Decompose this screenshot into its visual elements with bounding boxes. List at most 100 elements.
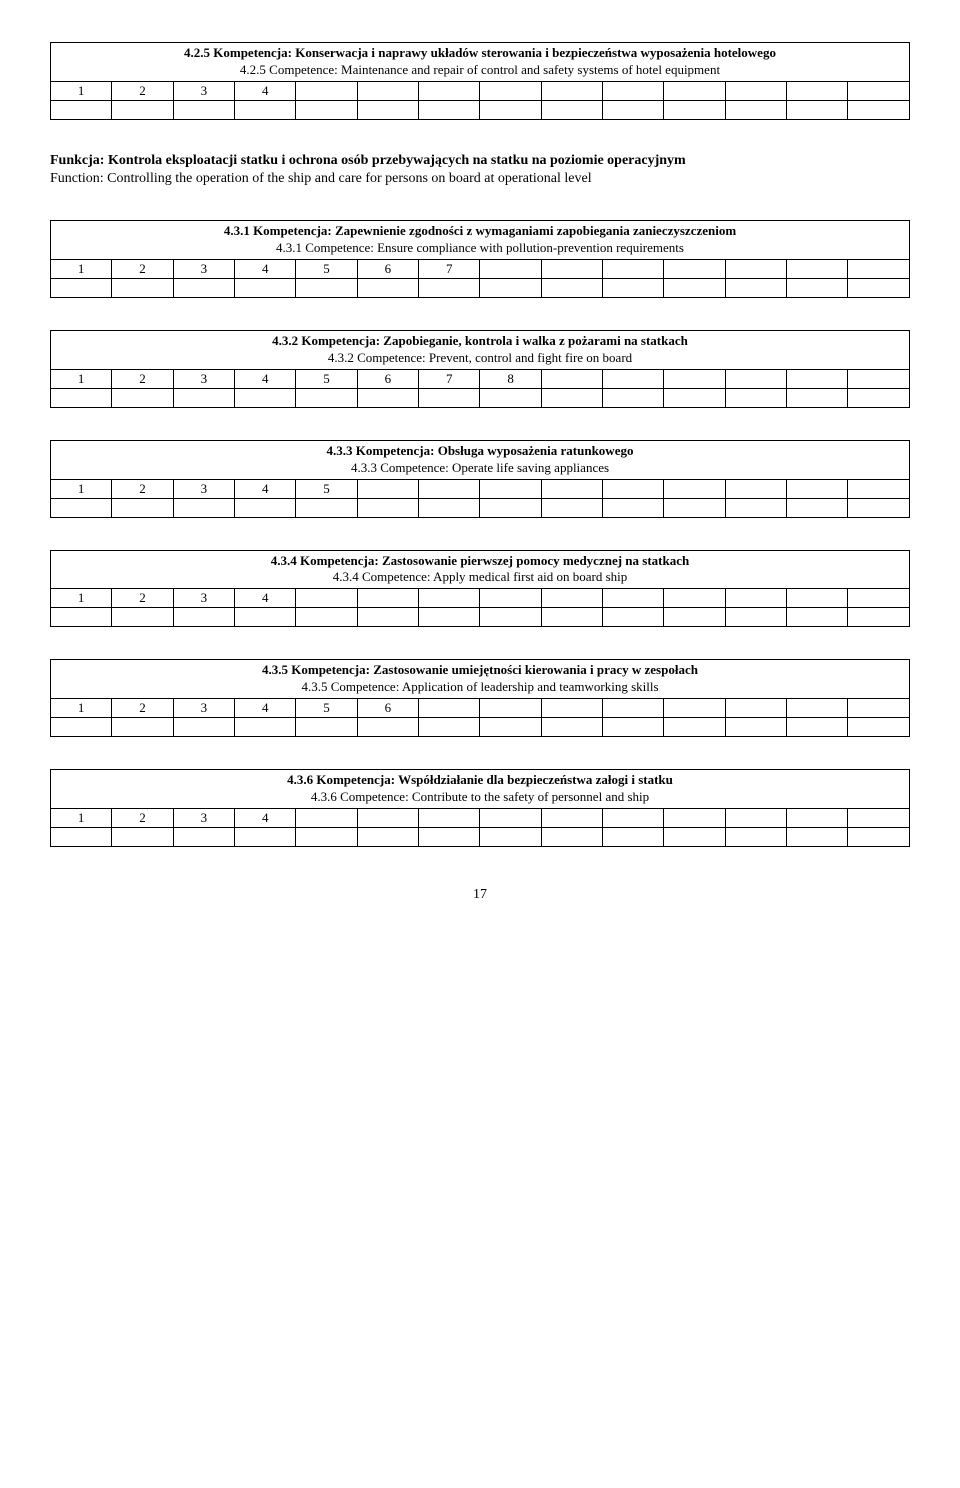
num-cell bbox=[603, 369, 664, 388]
empty-cell bbox=[541, 100, 602, 119]
num-cell bbox=[848, 81, 910, 100]
num-cell bbox=[541, 369, 602, 388]
empty-cell bbox=[725, 827, 786, 846]
empty-cell bbox=[112, 718, 173, 737]
empty-cell bbox=[173, 100, 234, 119]
empty-cell bbox=[357, 718, 418, 737]
num-cell bbox=[419, 699, 480, 718]
empty-cell bbox=[787, 718, 848, 737]
empty-cell bbox=[357, 608, 418, 627]
num-cell: 7 bbox=[419, 259, 480, 278]
num-cell bbox=[357, 589, 418, 608]
num-cell bbox=[357, 808, 418, 827]
empty-cell bbox=[480, 608, 541, 627]
num-cell bbox=[296, 808, 357, 827]
empty-cell bbox=[235, 608, 296, 627]
empty-cell bbox=[112, 100, 173, 119]
empty-cell bbox=[787, 100, 848, 119]
num-cell: 2 bbox=[112, 808, 173, 827]
num-cell bbox=[787, 259, 848, 278]
empty-cell bbox=[848, 498, 910, 517]
competence-title-pl: 4.3.6 Kompetencja: Współdziałanie dla be… bbox=[51, 770, 910, 809]
num-cell bbox=[357, 81, 418, 100]
empty-cell bbox=[419, 278, 480, 297]
num-cell bbox=[480, 259, 541, 278]
num-cell bbox=[664, 369, 725, 388]
page-number: 17 bbox=[50, 887, 910, 903]
empty-cell bbox=[787, 388, 848, 407]
empty-cell bbox=[419, 718, 480, 737]
num-cell bbox=[664, 699, 725, 718]
num-cell: 1 bbox=[51, 369, 112, 388]
competence-section: 4.3.1 Kompetencja: Zapewnienie zgodności… bbox=[50, 220, 910, 298]
empty-cell bbox=[235, 827, 296, 846]
empty-cell bbox=[541, 827, 602, 846]
empty-cell bbox=[848, 278, 910, 297]
empty-cell bbox=[725, 718, 786, 737]
empty-cell bbox=[51, 388, 112, 407]
num-cell bbox=[419, 808, 480, 827]
num-cell bbox=[296, 81, 357, 100]
competence-table: 4.3.3 Kompetencja: Obsługa wyposażenia r… bbox=[50, 440, 910, 518]
empty-cell bbox=[603, 608, 664, 627]
empty-cell bbox=[480, 100, 541, 119]
empty-cell bbox=[848, 608, 910, 627]
competence-title-pl: 4.3.5 Kompetencja: Zastosowanie umiejętn… bbox=[51, 660, 910, 699]
num-cell: 6 bbox=[357, 699, 418, 718]
num-cell bbox=[725, 479, 786, 498]
competence-table: 4.3.2 Kompetencja: Zapobieganie, kontrol… bbox=[50, 330, 910, 408]
empty-cell bbox=[296, 100, 357, 119]
competence-section: 4.3.2 Kompetencja: Zapobieganie, kontrol… bbox=[50, 330, 910, 408]
empty-cell bbox=[787, 608, 848, 627]
num-cell bbox=[787, 699, 848, 718]
empty-cell bbox=[541, 388, 602, 407]
num-cell: 5 bbox=[296, 259, 357, 278]
empty-cell bbox=[419, 100, 480, 119]
function-title-pl: Funkcja: Kontrola eksploatacji statku i … bbox=[50, 152, 910, 170]
competence-table: 4.3.1 Kompetencja: Zapewnienie zgodności… bbox=[50, 220, 910, 298]
empty-cell bbox=[603, 718, 664, 737]
num-cell bbox=[541, 479, 602, 498]
empty-cell bbox=[235, 278, 296, 297]
num-cell bbox=[480, 699, 541, 718]
num-cell bbox=[480, 479, 541, 498]
num-cell bbox=[480, 589, 541, 608]
num-cell bbox=[725, 259, 786, 278]
empty-cell bbox=[480, 498, 541, 517]
empty-cell bbox=[357, 827, 418, 846]
empty-cell bbox=[480, 718, 541, 737]
empty-cell bbox=[235, 498, 296, 517]
num-cell: 2 bbox=[112, 479, 173, 498]
num-cell: 5 bbox=[296, 369, 357, 388]
num-cell: 3 bbox=[173, 259, 234, 278]
empty-cell bbox=[725, 100, 786, 119]
num-cell: 1 bbox=[51, 81, 112, 100]
competence-section: 4.3.3 Kompetencja: Obsługa wyposażenia r… bbox=[50, 440, 910, 518]
num-cell bbox=[787, 81, 848, 100]
num-cell: 5 bbox=[296, 699, 357, 718]
competence-table: 4.3.5 Kompetencja: Zastosowanie umiejętn… bbox=[50, 659, 910, 737]
num-cell: 2 bbox=[112, 81, 173, 100]
empty-cell bbox=[51, 498, 112, 517]
empty-cell bbox=[235, 388, 296, 407]
num-cell bbox=[664, 589, 725, 608]
num-cell: 8 bbox=[480, 369, 541, 388]
empty-cell bbox=[235, 100, 296, 119]
empty-cell bbox=[419, 388, 480, 407]
num-cell bbox=[480, 81, 541, 100]
num-cell bbox=[296, 589, 357, 608]
num-cell bbox=[848, 369, 910, 388]
empty-cell bbox=[541, 498, 602, 517]
num-cell: 3 bbox=[173, 808, 234, 827]
num-cell bbox=[787, 808, 848, 827]
empty-cell bbox=[664, 498, 725, 517]
num-cell: 4 bbox=[235, 589, 296, 608]
competence-title-pl: 4.3.3 Kompetencja: Obsługa wyposażenia r… bbox=[51, 440, 910, 479]
competence-table: 4.3.4 Kompetencja: Zastosowanie pierwsze… bbox=[50, 550, 910, 628]
num-cell bbox=[603, 699, 664, 718]
num-cell bbox=[541, 259, 602, 278]
num-cell: 3 bbox=[173, 699, 234, 718]
empty-cell bbox=[51, 827, 112, 846]
num-cell bbox=[664, 81, 725, 100]
num-cell: 1 bbox=[51, 808, 112, 827]
